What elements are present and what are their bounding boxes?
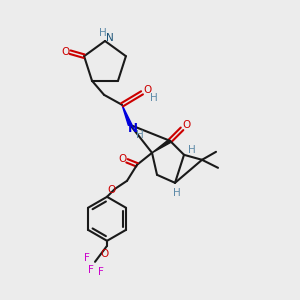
Text: H: H bbox=[188, 145, 196, 155]
Text: O: O bbox=[143, 85, 151, 95]
Text: O: O bbox=[61, 47, 69, 57]
Text: N: N bbox=[128, 122, 138, 135]
Polygon shape bbox=[152, 140, 171, 153]
Text: O: O bbox=[182, 120, 190, 130]
Text: H: H bbox=[150, 93, 158, 103]
Text: O: O bbox=[107, 185, 115, 195]
Text: N: N bbox=[106, 33, 114, 43]
Text: H: H bbox=[136, 130, 144, 140]
Polygon shape bbox=[122, 105, 132, 125]
Text: F: F bbox=[84, 253, 90, 263]
Text: O: O bbox=[100, 249, 108, 259]
Text: H: H bbox=[99, 28, 107, 38]
Text: O: O bbox=[118, 154, 126, 164]
Text: H: H bbox=[173, 188, 181, 198]
Text: F: F bbox=[98, 267, 104, 277]
Text: F: F bbox=[88, 265, 94, 275]
